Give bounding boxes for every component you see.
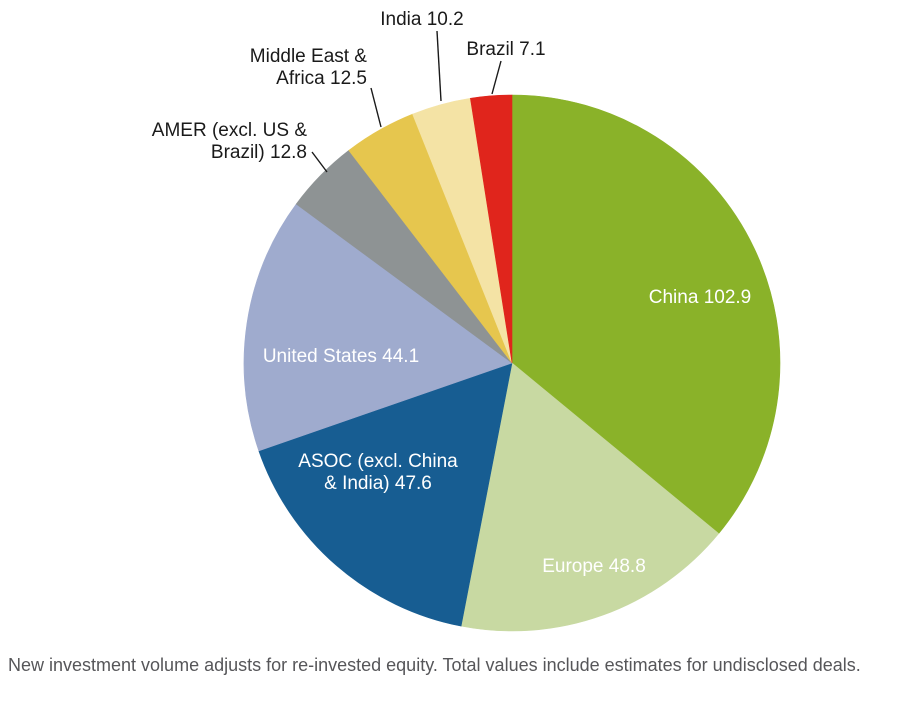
leader-line-amer-excl-us-brazil — [311, 151, 328, 173]
leader-line-india — [436, 30, 442, 102]
slice-label-amer-excl-us-brazil: AMER (excl. US & Brazil) 12.8 — [152, 120, 308, 163]
pie-slice-europe — [460, 362, 720, 632]
slice-label-asoc-excl-china-india: ASOC (excl. China & India) 47.6 — [298, 451, 458, 494]
slice-label-europe: Europe 48.8 — [542, 556, 646, 577]
leader-line-brazil — [491, 60, 502, 95]
pie-chart: China 102.9 Europe 48.8 ASOC (excl. China &… — [152, 9, 781, 632]
pie-slice-brazil — [470, 94, 513, 364]
slice-label-middle-east-africa: Middle East & Africa 12.5 — [250, 46, 368, 89]
leader-line-middle-east-africa — [370, 87, 382, 128]
slice-label-brazil: Brazil 7.1 — [466, 39, 545, 60]
slice-label-china: China 102.9 — [649, 287, 751, 308]
pie-slice-china — [511, 94, 781, 534]
slice-label-india: India 10.2 — [380, 9, 463, 30]
chart-footnote: New investment volume adjusts for re-inv… — [8, 655, 861, 675]
slice-label-united-states: United States 44.1 — [263, 346, 419, 367]
pie-slice-asoc-excl-china-india — [258, 362, 513, 627]
pie-slice-united-states — [243, 203, 513, 452]
